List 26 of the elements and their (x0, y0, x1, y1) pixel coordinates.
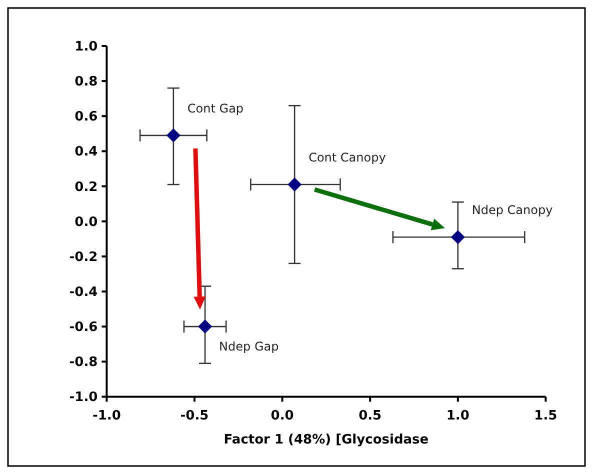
x-tick-label: 0.0 (270, 408, 294, 424)
x-tick-label: 1.0 (446, 408, 470, 424)
annotation: Cont Gap (187, 101, 244, 116)
x-axis-title: Factor 1 (48%) [Glycosidase (224, 432, 429, 448)
annotation: Cont Canopy (308, 150, 386, 165)
y-tick-label: -0.6 (69, 320, 98, 336)
x-tick-label: -0.5 (180, 408, 209, 424)
y-tick-label: 0.8 (74, 74, 98, 90)
point (288, 178, 302, 192)
y-tick-label: 1.0 (74, 40, 98, 54)
y-tick-label: 0.0 (74, 214, 98, 230)
x-tick-label: -1.0 (92, 408, 121, 424)
point (450, 230, 465, 244)
y-tick-label: -1.0 (69, 390, 98, 406)
annotation: Ndep Gap (219, 340, 279, 354)
annotation: Ndep Canopy (472, 203, 553, 218)
x-tick-label: 1.5 (534, 408, 558, 424)
point (198, 320, 212, 334)
y-tick-label: -0.4 (69, 284, 98, 300)
y-tick-label: -0.8 (69, 355, 98, 370)
point (166, 128, 180, 142)
y-tick-label: -0.2 (69, 250, 98, 265)
y-tick-label: 0.6 (74, 110, 98, 125)
y-tick-label: 0.4 (74, 144, 98, 160)
x-tick-label: 0.5 (358, 408, 382, 424)
y-tick-label: 0.2 (74, 180, 98, 195)
